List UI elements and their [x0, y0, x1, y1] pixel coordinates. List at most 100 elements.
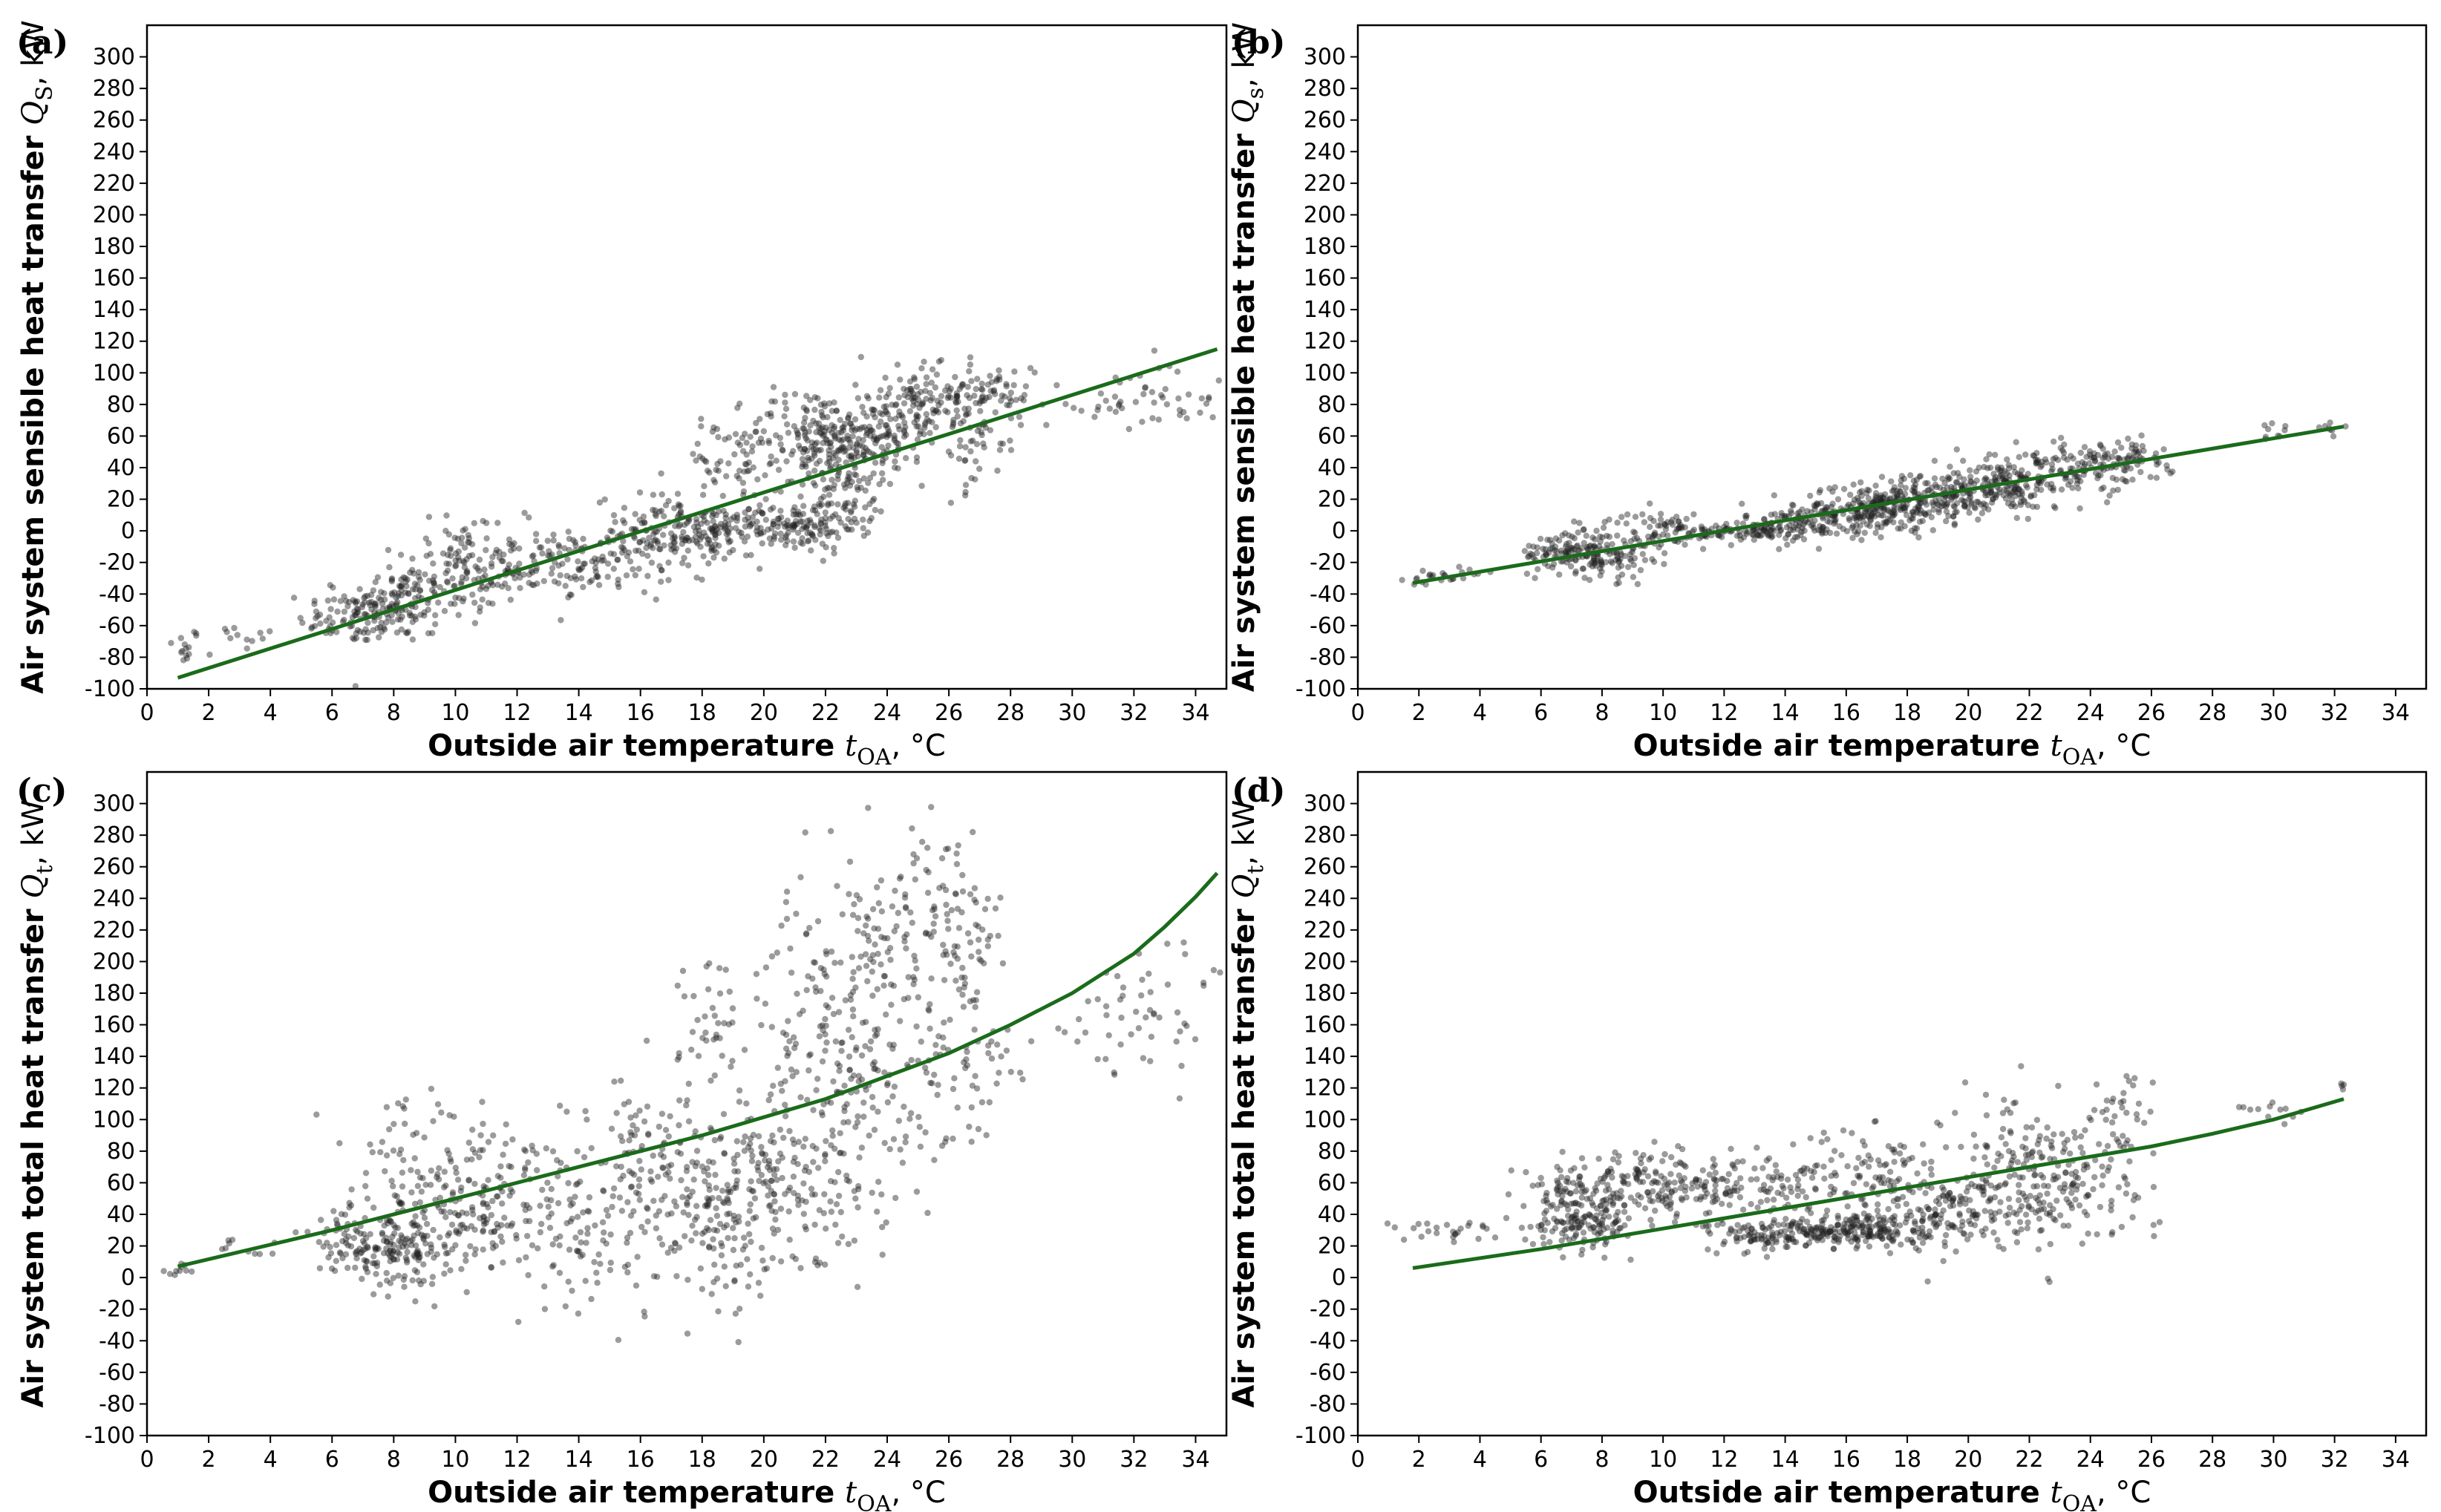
data-point — [441, 1168, 448, 1175]
data-point — [837, 416, 843, 423]
data-point — [1986, 451, 1993, 458]
data-point — [684, 562, 692, 569]
data-point — [748, 552, 754, 558]
data-point — [1590, 1191, 1597, 1197]
x-tick-label: 2 — [202, 700, 216, 726]
data-point — [601, 496, 608, 503]
data-point — [962, 492, 969, 499]
data-point — [707, 1217, 714, 1223]
data-point — [1890, 506, 1898, 514]
data-point — [1804, 508, 1811, 514]
data-point — [816, 457, 823, 465]
data-point — [615, 580, 621, 587]
data-point — [953, 390, 961, 396]
data-point — [376, 634, 382, 641]
data-point — [827, 828, 834, 834]
data-point — [816, 1033, 823, 1040]
data-point — [966, 368, 973, 375]
data-point — [791, 504, 798, 511]
data-point — [777, 530, 784, 537]
data-point — [444, 567, 451, 574]
data-point — [746, 1208, 753, 1214]
data-point — [783, 915, 791, 923]
data-point — [665, 577, 672, 583]
data-point — [592, 569, 599, 575]
data-point — [530, 552, 537, 559]
data-point — [699, 1035, 706, 1041]
data-point — [653, 512, 659, 520]
data-point — [1465, 1223, 1471, 1229]
data-point — [803, 523, 810, 531]
data-point — [1562, 530, 1569, 537]
data-point — [1115, 402, 1123, 409]
x-tick-label: 18 — [1893, 700, 1921, 726]
data-point — [1547, 1203, 1555, 1210]
data-point — [802, 1223, 808, 1230]
data-point — [388, 576, 395, 583]
data-point — [448, 1158, 454, 1165]
x-tick-label: 20 — [750, 1447, 778, 1473]
data-point — [191, 629, 197, 635]
data-point — [1768, 534, 1775, 541]
data-point — [947, 452, 955, 459]
data-point — [788, 1066, 795, 1073]
data-point — [1450, 1228, 1457, 1235]
data-point — [1614, 532, 1621, 539]
data-point — [730, 546, 736, 554]
data-point — [1784, 541, 1791, 549]
x-tick-label: 12 — [1710, 1447, 1738, 1473]
x-tick-label: 12 — [503, 1447, 531, 1473]
data-point — [1953, 446, 1960, 453]
data-point — [704, 1203, 711, 1210]
data-point — [790, 521, 797, 528]
data-point — [736, 1099, 743, 1105]
data-point — [808, 455, 815, 462]
data-point — [710, 511, 717, 517]
data-point — [624, 1199, 631, 1205]
data-point — [786, 1128, 793, 1135]
data-point — [913, 965, 920, 972]
data-point — [362, 1265, 370, 1272]
data-point — [1912, 525, 1918, 531]
data-point — [713, 1275, 721, 1282]
data-point — [1898, 477, 1904, 484]
data-point — [725, 539, 733, 546]
y-tick-label: -40 — [99, 581, 135, 607]
data-point — [913, 383, 921, 390]
data-point — [336, 1140, 343, 1147]
data-point — [1580, 526, 1587, 534]
data-point — [1584, 1196, 1590, 1202]
y-tick-label: 220 — [93, 171, 135, 197]
data-point — [452, 594, 459, 601]
data-point — [901, 894, 909, 901]
data-point — [887, 416, 894, 422]
data-point — [1657, 511, 1664, 517]
data-point — [461, 544, 468, 551]
data-point — [1112, 408, 1120, 415]
data-point — [915, 390, 921, 398]
data-point — [974, 428, 981, 434]
data-point — [878, 444, 885, 451]
data-point — [521, 509, 528, 517]
data-point — [564, 556, 571, 563]
data-point — [674, 982, 681, 989]
data-point — [799, 456, 806, 462]
fit-line — [1412, 425, 2344, 585]
data-point — [458, 578, 465, 586]
data-point — [405, 628, 412, 635]
data-point — [970, 437, 976, 444]
data-point — [761, 1266, 768, 1273]
data-point — [471, 520, 477, 526]
data-point — [883, 1011, 889, 1018]
data-point — [976, 465, 983, 472]
data-point — [985, 1042, 992, 1049]
data-point — [800, 425, 806, 432]
data-point — [895, 909, 902, 917]
data-point — [889, 903, 896, 910]
data-point — [731, 451, 738, 458]
data-point — [457, 1188, 464, 1194]
data-point — [1114, 972, 1121, 980]
data-point — [488, 563, 495, 570]
data-point — [754, 531, 761, 538]
data-point — [377, 1149, 384, 1156]
